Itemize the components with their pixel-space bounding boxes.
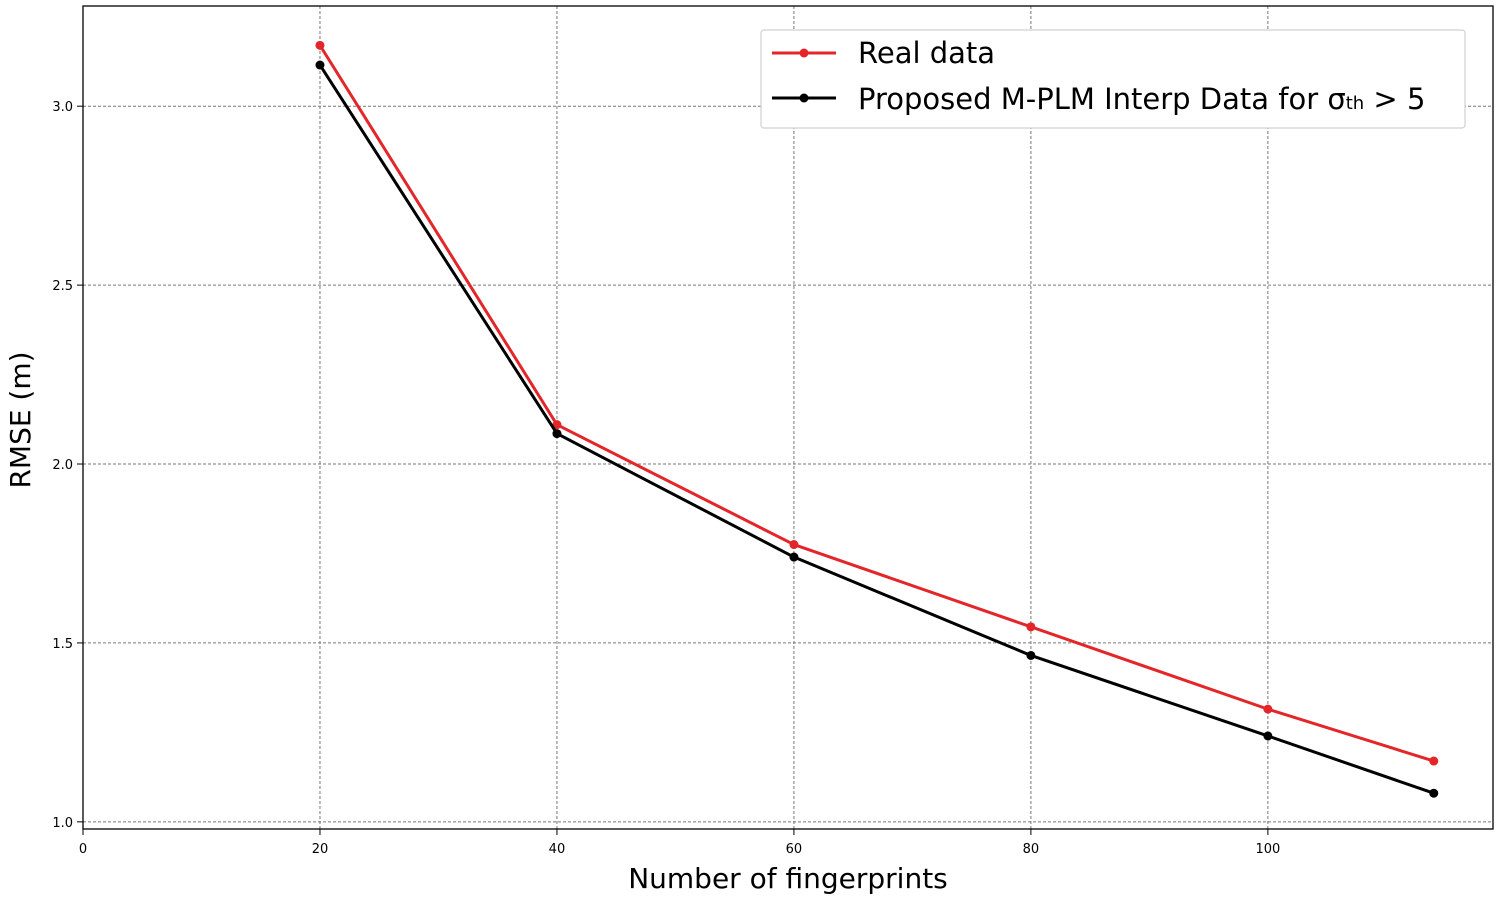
legend-label-real-data: Real data (858, 36, 995, 70)
axis-ticks: 0 20 40 60 80 100 1.0 1.5 2.0 2.5 3.0 (52, 100, 1280, 857)
y-tick-label-4: 3.0 (52, 100, 73, 115)
series-0-point-2 (789, 540, 799, 550)
y-tick-label-0: 1.0 (52, 816, 73, 831)
series-1-point-0 (315, 60, 325, 70)
series-0-point-5 (1429, 756, 1439, 766)
series-1-point-5 (1429, 788, 1439, 798)
plot-area-frame (82, 5, 1494, 830)
x-tick-label-3: 60 (786, 842, 803, 857)
x-tick-label-1: 20 (312, 842, 329, 857)
series-1-point-2 (789, 552, 799, 562)
y-tick-label-2: 2.0 (52, 458, 73, 473)
series-1-point-4 (1263, 731, 1273, 741)
legend: Real data Proposed M-PLM Interp Data for… (760, 29, 1466, 129)
legend-label-proposed: Proposed M-PLM Interp Data for σth > 5 (858, 82, 1425, 116)
series-0-point-0 (315, 40, 325, 50)
series-line-0 (318, 43, 1436, 763)
x-axis-title: Number of fingerprints (628, 862, 948, 895)
y-axis-title: RMSE (m) (4, 351, 37, 488)
y-tick-label-3: 2.5 (52, 279, 73, 294)
x-tick-label-4: 80 (1023, 842, 1040, 857)
series-0-point-3 (1026, 622, 1036, 632)
legend-label-proposed-main: Proposed M-PLM Interp Data for σ (858, 82, 1346, 116)
legend-box (760, 29, 1466, 129)
x-tick-label-2: 40 (549, 842, 566, 857)
legend-label-proposed-subscript: th (1346, 93, 1364, 114)
series-0-point-4 (1263, 704, 1273, 714)
series-1-point-1 (552, 429, 562, 439)
legend-label-proposed-tail: > 5 (1364, 82, 1425, 116)
y-tick-label-1: 1.5 (52, 637, 73, 652)
series-0-point-1 (552, 420, 562, 430)
series-lines (315, 40, 1439, 798)
series-line-1 (318, 63, 1436, 795)
series-1-point-3 (1026, 650, 1036, 660)
legend-marker-proposed (799, 93, 809, 103)
x-tick-label-0: 0 (79, 842, 87, 857)
grid-lines (82, 6, 1493, 829)
legend-marker-real-data (799, 48, 809, 58)
x-tick-label-5: 100 (1255, 842, 1280, 857)
